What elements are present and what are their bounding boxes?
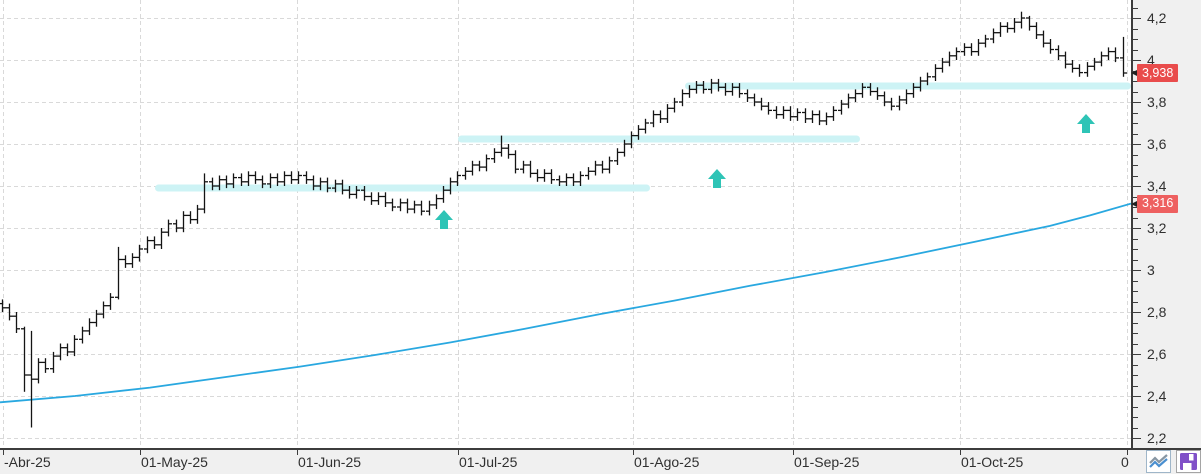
chart-style-button[interactable] (1146, 450, 1171, 473)
y-minor-tick (1133, 165, 1138, 166)
y-minor-tick (1133, 123, 1138, 124)
ma-price-badge: 3,316 (1137, 194, 1179, 213)
x-tick-label: 0 (1121, 454, 1129, 470)
x-tick (960, 450, 961, 455)
y-major-tick (1133, 396, 1141, 397)
y-major-tick (1133, 438, 1141, 439)
y-minor-tick (1133, 238, 1138, 240)
x-tick (3, 450, 4, 455)
y-minor-tick (1133, 406, 1138, 408)
x-tick (297, 450, 298, 455)
y-tick-label: 2,2 (1147, 430, 1167, 446)
last-price-pointer (1131, 70, 1137, 77)
y-major-tick (1133, 60, 1141, 61)
y-minor-tick (1133, 259, 1138, 261)
y-minor-tick (1133, 249, 1138, 250)
y-major-tick (1133, 144, 1141, 145)
y-minor-tick (1133, 207, 1138, 208)
last-price-badge: 3,938 (1137, 64, 1179, 83)
y-minor-tick (1133, 81, 1138, 82)
y-minor-tick (1133, 291, 1138, 292)
support-band (685, 82, 1131, 90)
y-minor-tick (1133, 375, 1138, 376)
y-minor-tick (1133, 154, 1138, 156)
buy-signal-arrow (708, 169, 726, 188)
y-minor-tick (1133, 417, 1138, 418)
y-minor-tick (1133, 91, 1138, 93)
y-tick-label: 2,8 (1147, 304, 1167, 320)
x-tick (633, 450, 634, 455)
line-chart-icon (1149, 454, 1168, 468)
y-major-tick (1133, 354, 1141, 355)
y-tick-label: 3,2 (1147, 220, 1167, 236)
y-minor-tick (1133, 322, 1138, 324)
ma-price-pointer (1131, 200, 1137, 207)
y-minor-tick (1133, 364, 1138, 366)
x-tick-label: 01-May-25 (141, 454, 208, 470)
y-minor-tick (1133, 49, 1138, 51)
y-tick-label: 4,2 (1147, 10, 1167, 26)
x-tick-label: 01-Jun-25 (298, 454, 362, 470)
y-minor-tick (1133, 28, 1138, 30)
y-tick-label: 2,4 (1147, 388, 1167, 404)
y-minor-tick (1133, 301, 1138, 303)
y-minor-tick (1133, 112, 1138, 114)
x-tick (140, 450, 141, 455)
x-tick (1127, 450, 1128, 455)
y-minor-tick (1133, 133, 1138, 135)
price-chart (0, 0, 1131, 448)
y-minor-tick (1133, 7, 1138, 9)
y-tick-label: 3,4 (1147, 178, 1167, 194)
y-minor-tick (1133, 217, 1138, 219)
support-band (155, 184, 650, 192)
y-major-tick (1133, 312, 1141, 313)
x-tick-label: 01-Oct-25 (961, 454, 1024, 470)
y-major-tick (1133, 228, 1141, 229)
y-tick-label: 3 (1147, 262, 1155, 278)
x-tick-label: 01-Jul-25 (459, 454, 518, 470)
save-button[interactable] (1176, 450, 1201, 473)
y-major-tick (1133, 18, 1141, 19)
y-major-tick (1133, 270, 1141, 271)
y-tick-label: 4 (1147, 52, 1155, 68)
y-major-tick (1133, 102, 1141, 103)
moving-average-line (0, 202, 1131, 404)
y-tick-label: 2,6 (1147, 346, 1167, 362)
y-tick-label: 3,6 (1147, 136, 1167, 152)
save-icon (1180, 453, 1197, 470)
x-tick-label: 01-Sep-25 (794, 454, 860, 470)
y-minor-tick (1133, 175, 1138, 177)
x-tick (793, 450, 794, 455)
y-minor-tick (1133, 196, 1138, 198)
y-minor-tick (1133, 39, 1138, 40)
y-minor-tick (1133, 427, 1138, 429)
y-minor-tick (1133, 280, 1138, 282)
buy-signal-arrow (1077, 114, 1095, 133)
time-axis: -Abr-25 01-May-25 01-Jun-25 01-Jul-25 01-Ago… (0, 448, 1201, 474)
y-minor-tick (1133, 343, 1138, 345)
support-band (458, 135, 860, 143)
x-tick-label: -Abr-25 (4, 454, 51, 470)
y-minor-tick (1133, 385, 1138, 387)
y-major-tick (1133, 186, 1141, 187)
y-minor-tick (1133, 333, 1138, 334)
x-tick-label: 01-Ago-25 (634, 454, 700, 470)
x-tick (458, 450, 459, 455)
buy-signal-arrow (435, 210, 453, 229)
y-tick-label: 3,8 (1147, 94, 1167, 110)
